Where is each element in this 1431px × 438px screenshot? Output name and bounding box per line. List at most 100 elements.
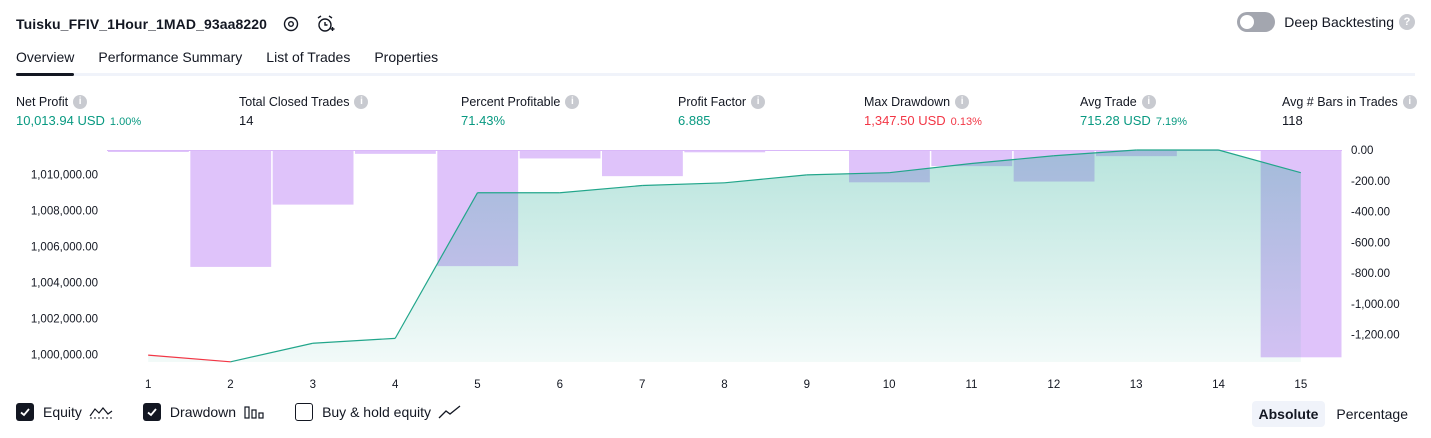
help-icon[interactable]: ?	[1399, 14, 1415, 30]
metric-avg-bars: Avg # Bars in Trades i 118	[1282, 93, 1417, 131]
right-axis: 0.00 -200.00 -400.00 -600.00 -800.00 -1,000.0…	[1351, 145, 1400, 342]
info-icon[interactable]: i	[1141, 94, 1156, 109]
tab-list-of-trades[interactable]: List of Trades	[266, 49, 351, 65]
info-icon[interactable]: i	[1402, 94, 1417, 109]
metric-value: 715.28 USD	[1080, 113, 1151, 128]
x-tick-label: 5	[474, 379, 480, 391]
metric-net-profit: Net Profit i 10,013.94 USD 1.00%	[16, 93, 141, 131]
metric-total-closed-trades: Total Closed Trades i 14	[239, 93, 369, 131]
metric-percent-profitable: Percent Profitable i 71.43%	[461, 93, 580, 131]
legend-buy-hold[interactable]: Buy & hold equity	[295, 403, 462, 421]
strategy-header: Tuisku_FFIV_1Hour_1MAD_93aa8220	[16, 10, 335, 38]
drawdown-bar	[272, 150, 354, 205]
info-icon[interactable]: i	[955, 94, 970, 109]
alarm-add-icon[interactable]	[315, 14, 335, 34]
legend-label: Buy & hold equity	[322, 404, 432, 420]
metric-label: Profit Factor	[678, 94, 747, 109]
x-tick-label: 14	[1212, 379, 1225, 391]
absolute-button[interactable]: Absolute	[1251, 401, 1326, 427]
equity-line-segment	[394, 192, 479, 339]
metric-avg-trade: Avg Trade i 715.28 USD 7.19%	[1080, 93, 1187, 131]
deep-backtesting-label: Deep Backtesting	[1284, 14, 1394, 30]
x-tick-label: 3	[310, 379, 316, 391]
equity-area	[148, 149, 1301, 363]
drawdown-bar	[684, 150, 766, 153]
equity-line-segment	[806, 172, 890, 176]
info-icon[interactable]: i	[751, 94, 766, 109]
metric-label: Percent Profitable	[461, 94, 561, 109]
drawdown-bar	[108, 150, 189, 152]
x-tick-label: 15	[1294, 379, 1307, 391]
x-tick-label: 10	[883, 379, 896, 391]
legend-label: Equity	[43, 404, 82, 420]
left-tick-label: 1,006,000.00	[31, 241, 98, 253]
metric-value: 10,013.94 USD	[16, 113, 105, 128]
equity-line-segment	[1053, 149, 1137, 157]
equity-checkbox[interactable]	[16, 403, 34, 421]
tab-properties[interactable]: Properties	[374, 49, 439, 65]
right-tick-label: -600.00	[1351, 237, 1390, 249]
left-tick-label: 1,004,000.00	[31, 277, 98, 289]
x-tick-label: 6	[557, 379, 563, 391]
left-tick-label: 1,000,000.00	[31, 350, 98, 362]
drawdown-bar	[519, 150, 601, 159]
x-tick-label: 8	[721, 379, 727, 391]
equity-drawdown-chart: 1,000,000.00 1,002,000.00 1,004,000.00 1,00…	[31, 145, 1400, 391]
metric-profit-factor: Profit Factor i 6.885	[678, 93, 766, 131]
metric-sub-value: 1.00%	[109, 116, 142, 128]
metric-value: 1,347.50 USD	[864, 113, 946, 128]
equity-line-segment	[1218, 149, 1301, 174]
metric-sub-value: 7.19%	[1155, 116, 1188, 128]
tab-overview[interactable]: Overview	[16, 44, 75, 76]
equity-line-segment	[148, 354, 231, 363]
equity-line-segment	[312, 337, 396, 344]
x-tick-label: 2	[227, 379, 233, 391]
left-tick-label: 1,008,000.00	[31, 205, 98, 217]
strategy-title: Tuisku_FFIV_1Hour_1MAD_93aa8220	[16, 16, 268, 32]
right-tick-label: 0.00	[1351, 145, 1373, 157]
chart-legend: Equity Drawdown Buy & hold equity	[16, 403, 492, 421]
info-icon[interactable]: i	[73, 94, 88, 109]
metric-label: Total Closed Trades	[239, 94, 350, 109]
drawdown-bar	[190, 150, 272, 267]
metric-value: 71.43%	[461, 113, 506, 128]
info-icon[interactable]: i	[565, 94, 580, 109]
drawdown-bar	[355, 150, 436, 154]
buy-hold-checkbox[interactable]	[295, 403, 314, 421]
info-icon[interactable]: i	[354, 94, 369, 109]
tab-bar: Overview Performance Summary List of Tra…	[16, 44, 1415, 76]
metric-sub-value: 0.13%	[950, 116, 982, 128]
right-tick-label: -400.00	[1351, 207, 1390, 219]
metric-max-drawdown: Max Drawdown i 1,347.50 USD 0.13%	[864, 93, 982, 131]
legend-label: Drawdown	[169, 404, 237, 420]
equity-line-segment	[724, 174, 807, 184]
metric-label: Net Profit	[16, 94, 69, 109]
drawdown-bars-icon	[243, 404, 265, 420]
scale-toggle: Absolute Percentage	[1248, 401, 1416, 427]
legend-drawdown[interactable]: Drawdown	[142, 403, 265, 421]
equity-line-segment	[230, 342, 313, 363]
left-axis: 1,000,000.00 1,002,000.00 1,004,000.00 1,00…	[31, 169, 98, 361]
deep-backtesting-toggle[interactable]	[1237, 12, 1276, 32]
x-axis: 1 2 3 4 5 6 7 8 9 10 11 12 13 14 15	[145, 379, 1307, 391]
drawdown-checkbox[interactable]	[142, 403, 161, 421]
x-tick-label: 12	[1047, 379, 1060, 391]
metric-value: 118	[1282, 113, 1303, 128]
percentage-button[interactable]: Percentage	[1336, 406, 1408, 422]
right-tick-label: -800.00	[1351, 268, 1390, 280]
deep-backtesting: Deep Backtesting ?	[1237, 12, 1415, 32]
tab-performance-summary[interactable]: Performance Summary	[98, 49, 243, 65]
gear-icon[interactable]	[281, 14, 301, 34]
left-tick-label: 1,010,000.00	[31, 169, 98, 181]
metrics-row: Net Profit i 10,013.94 USD 1.00% Total Clo…	[0, 93, 1431, 133]
legend-equity[interactable]: Equity	[16, 403, 113, 421]
metric-label: Max Drawdown	[864, 94, 951, 109]
equity-line-segment	[889, 162, 972, 174]
drawdown-bar	[602, 150, 683, 177]
right-tick-label: -1,000.00	[1351, 299, 1400, 311]
equity-fill	[148, 150, 1301, 362]
right-tick-label: -200.00	[1351, 176, 1390, 188]
x-tick-label: 9	[804, 379, 810, 391]
equity-line-segment	[971, 155, 1054, 165]
metric-label: Avg # Bars in Trades	[1282, 94, 1398, 109]
